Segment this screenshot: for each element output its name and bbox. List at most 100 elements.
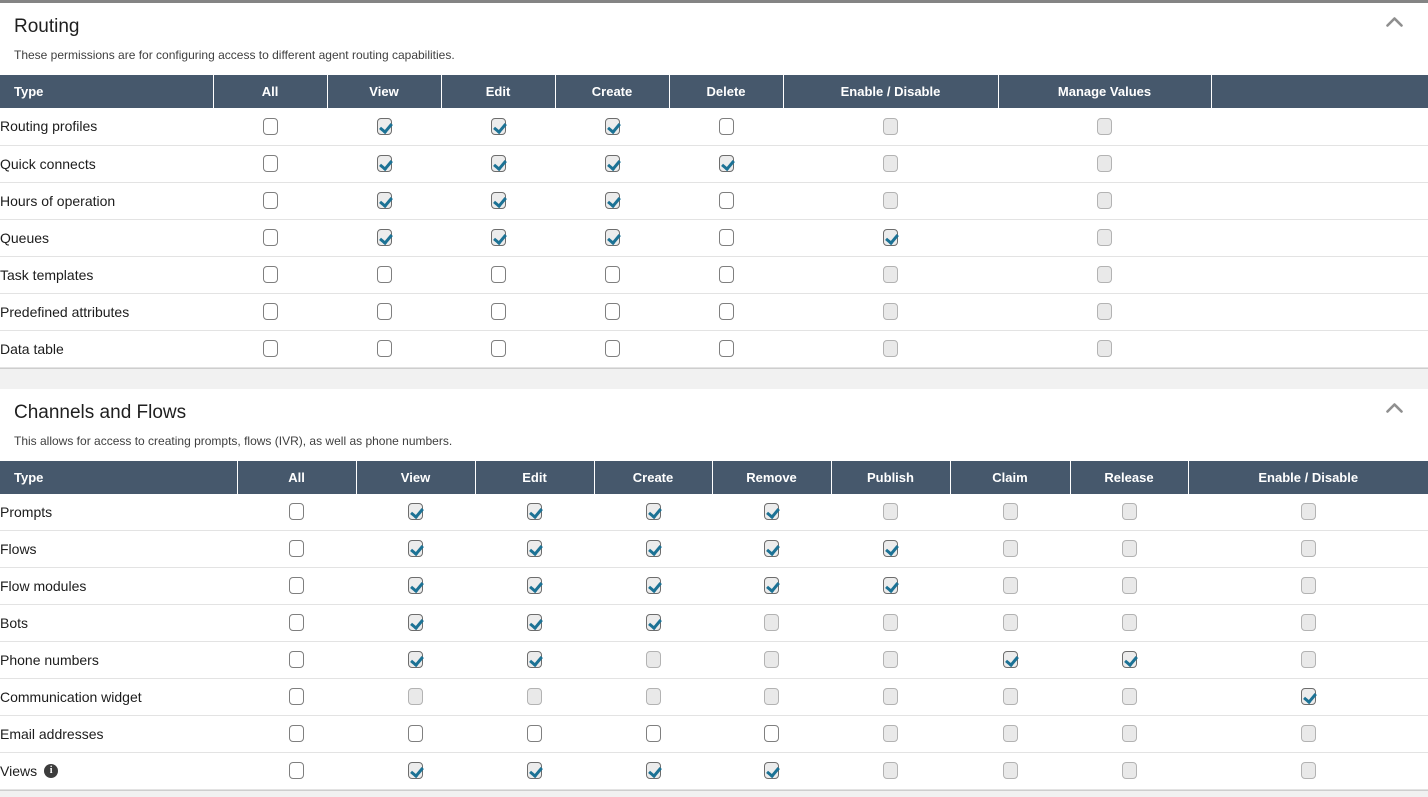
delete-checkbox[interactable]: [718, 117, 734, 135]
chevron-up-icon[interactable]: [1385, 402, 1404, 414]
enable-disable-checkbox: [883, 265, 898, 283]
view-checkbox[interactable]: [408, 540, 423, 558]
create-checkbox[interactable]: [604, 154, 620, 172]
table-row: Flows: [0, 530, 1428, 568]
all-checkbox[interactable]: [289, 725, 304, 743]
publish-checkbox: [883, 725, 898, 743]
create-checkbox[interactable]: [604, 339, 620, 357]
edit-checkbox[interactable]: [527, 725, 542, 743]
all-checkbox[interactable]: [262, 154, 278, 172]
view-checkbox[interactable]: [376, 302, 392, 320]
remove-checkbox[interactable]: [764, 503, 779, 521]
edit-checkbox[interactable]: [490, 117, 506, 135]
enable-disable-checkbox: [1300, 762, 1316, 780]
create-checkbox[interactable]: [645, 725, 661, 743]
all-checkbox[interactable]: [262, 228, 278, 246]
claim-checkbox[interactable]: [1002, 651, 1018, 669]
create-checkbox[interactable]: [604, 228, 620, 246]
table-row: Views: [0, 752, 1428, 790]
manage-values-checkbox: [1097, 228, 1112, 246]
chevron-up-icon[interactable]: [1385, 16, 1404, 28]
edit-checkbox[interactable]: [527, 540, 542, 558]
column-header-type: Type: [0, 460, 238, 494]
publish-checkbox[interactable]: [883, 577, 898, 595]
all-checkbox[interactable]: [289, 688, 304, 706]
edit-checkbox[interactable]: [527, 651, 542, 669]
all-checkbox[interactable]: [262, 191, 278, 209]
create-checkbox[interactable]: [645, 540, 661, 558]
edit-checkbox[interactable]: [527, 577, 542, 595]
all-checkbox[interactable]: [289, 762, 304, 780]
all-checkbox[interactable]: [262, 339, 278, 357]
view-checkbox[interactable]: [408, 577, 423, 595]
remove-checkbox[interactable]: [764, 762, 779, 780]
all-checkbox[interactable]: [289, 614, 304, 632]
column-header-claim: Claim: [950, 460, 1071, 494]
view-checkbox: [408, 688, 423, 706]
create-checkbox[interactable]: [604, 265, 620, 283]
edit-checkbox[interactable]: [490, 339, 506, 357]
view-checkbox[interactable]: [408, 725, 423, 743]
view-checkbox[interactable]: [408, 614, 423, 632]
all-checkbox[interactable]: [289, 540, 304, 558]
claim-checkbox: [1002, 688, 1018, 706]
delete-checkbox[interactable]: [718, 265, 734, 283]
create-checkbox[interactable]: [604, 302, 620, 320]
table-header-row: Type All View Edit Create Remove Publish Claim R…: [0, 460, 1428, 494]
create-checkbox[interactable]: [645, 503, 661, 521]
edit-checkbox[interactable]: [490, 154, 506, 172]
all-checkbox[interactable]: [262, 302, 278, 320]
edit-checkbox[interactable]: [527, 614, 542, 632]
column-header-enable-disable: Enable / Disable: [1188, 460, 1428, 494]
info-icon[interactable]: [44, 764, 59, 778]
table-row: Phone numbers: [0, 641, 1428, 679]
view-checkbox[interactable]: [376, 339, 392, 357]
remove-checkbox[interactable]: [764, 725, 779, 743]
create-checkbox: [645, 651, 661, 669]
row-label: Prompts: [0, 503, 53, 520]
view-checkbox[interactable]: [408, 651, 423, 669]
view-checkbox[interactable]: [376, 228, 392, 246]
view-checkbox[interactable]: [376, 154, 392, 172]
create-checkbox[interactable]: [645, 762, 661, 780]
all-checkbox[interactable]: [289, 503, 304, 521]
remove-checkbox[interactable]: [764, 540, 779, 558]
release-checkbox: [1121, 725, 1137, 743]
edit-checkbox[interactable]: [490, 191, 506, 209]
edit-checkbox[interactable]: [490, 302, 506, 320]
view-checkbox[interactable]: [408, 503, 423, 521]
view-checkbox[interactable]: [376, 117, 392, 135]
delete-checkbox[interactable]: [718, 154, 734, 172]
all-checkbox[interactable]: [262, 265, 278, 283]
column-header-create: Create: [594, 460, 713, 494]
view-checkbox[interactable]: [376, 265, 392, 283]
create-checkbox[interactable]: [645, 614, 661, 632]
enable-disable-checkbox: [883, 302, 898, 320]
release-checkbox: [1121, 688, 1137, 706]
manage-values-checkbox: [1097, 265, 1112, 283]
delete-checkbox[interactable]: [718, 228, 734, 246]
create-checkbox[interactable]: [645, 577, 661, 595]
publish-checkbox[interactable]: [883, 540, 898, 558]
all-checkbox[interactable]: [262, 117, 278, 135]
view-checkbox[interactable]: [376, 191, 392, 209]
publish-checkbox: [883, 503, 898, 521]
all-checkbox[interactable]: [289, 651, 304, 669]
row-label: Routing profiles: [0, 118, 98, 135]
edit-checkbox[interactable]: [490, 228, 506, 246]
edit-checkbox[interactable]: [527, 762, 542, 780]
edit-checkbox[interactable]: [527, 503, 542, 521]
delete-checkbox[interactable]: [718, 302, 734, 320]
remove-checkbox[interactable]: [764, 577, 779, 595]
view-checkbox[interactable]: [408, 762, 423, 780]
delete-checkbox[interactable]: [718, 339, 734, 357]
release-checkbox[interactable]: [1121, 651, 1137, 669]
enable-disable-checkbox: [1300, 540, 1316, 558]
enable-disable-checkbox[interactable]: [1300, 688, 1316, 706]
all-checkbox[interactable]: [289, 577, 304, 595]
create-checkbox[interactable]: [604, 191, 620, 209]
delete-checkbox[interactable]: [718, 191, 734, 209]
edit-checkbox[interactable]: [490, 265, 506, 283]
create-checkbox[interactable]: [604, 117, 620, 135]
enable-disable-checkbox[interactable]: [883, 228, 898, 246]
